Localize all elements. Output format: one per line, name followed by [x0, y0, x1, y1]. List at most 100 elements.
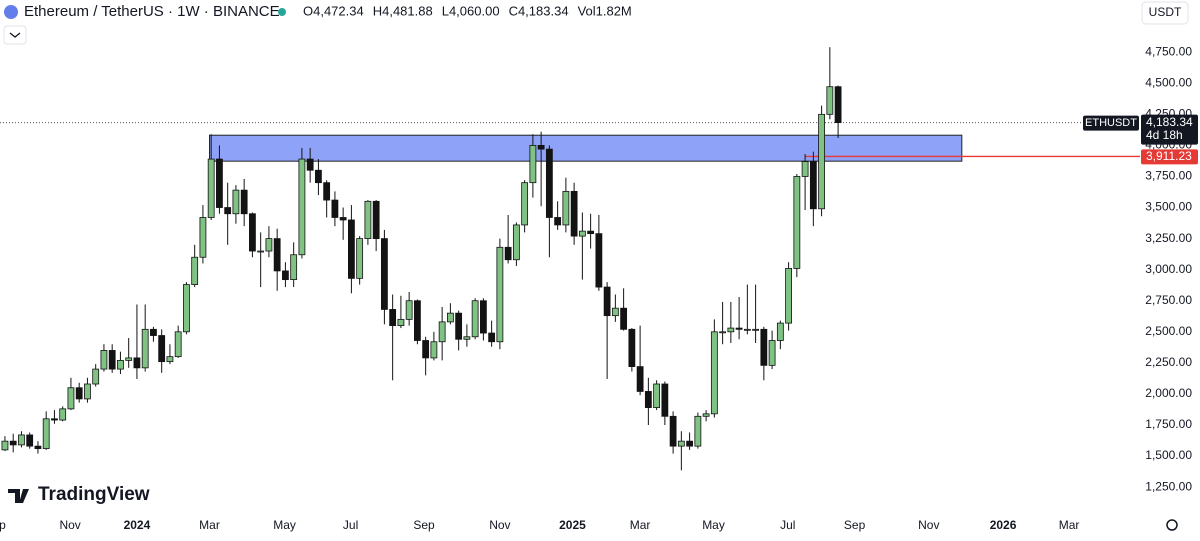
- y-tick-label: 3,000.00: [1145, 262, 1192, 276]
- x-tick-label: May: [273, 518, 296, 532]
- candle-body: [75, 387, 83, 400]
- candle-body: [504, 246, 512, 261]
- candle-body: [166, 356, 174, 363]
- candle-body: [628, 328, 636, 368]
- y-tick-label: 4,750.00: [1145, 44, 1192, 58]
- collapse-button[interactable]: [3, 25, 27, 45]
- candle-body: [133, 357, 141, 369]
- last-price-tag: 4,183.34: [1146, 115, 1193, 129]
- candle-body: [677, 440, 685, 447]
- candle-body: [479, 300, 487, 334]
- candle-body: [364, 200, 372, 240]
- candle-body: [372, 200, 380, 240]
- y-tick-label: 1,500.00: [1145, 448, 1192, 462]
- candle-body: [422, 340, 430, 359]
- ohlc-label: C4,183.34: [509, 3, 569, 18]
- x-tick-label: 2024: [124, 518, 151, 532]
- candle-body: [818, 113, 825, 210]
- candle-body: [34, 445, 42, 450]
- x-tick-label: Mar: [630, 518, 651, 532]
- x-tick-label: Jul: [343, 518, 358, 532]
- candle-body: [405, 300, 413, 320]
- candle-body: [265, 238, 273, 252]
- candle-body: [686, 440, 694, 447]
- candle-body: [141, 328, 149, 369]
- candle-body: [282, 270, 289, 281]
- candle-body: [710, 331, 718, 415]
- x-tick-label: Mar: [199, 518, 220, 532]
- candle-body: [224, 207, 232, 215]
- candle-body: [174, 331, 182, 358]
- candle-body: [249, 213, 256, 252]
- candle-body: [496, 246, 504, 343]
- candle-body: [471, 300, 479, 338]
- candle-body: [290, 254, 298, 281]
- candle-body: [537, 144, 545, 150]
- y-tick-label: 4,500.00: [1145, 75, 1192, 89]
- candle-body: [84, 383, 91, 400]
- x-tick-label: Jul: [780, 518, 795, 532]
- x-tick-label: Nov: [489, 518, 510, 532]
- candle-body: [760, 328, 768, 366]
- candle-body: [438, 321, 446, 343]
- candle-body: [183, 284, 190, 333]
- candle-body: [240, 189, 248, 215]
- candle-body: [669, 415, 677, 447]
- candle-body: [776, 322, 784, 341]
- settings-icon[interactable]: [1166, 519, 1178, 531]
- coin-icon: [4, 5, 18, 19]
- candle-body: [125, 357, 133, 361]
- candle-body: [446, 312, 454, 323]
- candle-body: [694, 415, 702, 447]
- x-tick-label: Mar: [1059, 518, 1080, 532]
- level-tag: 3,911.23: [1146, 149, 1192, 163]
- candle-body: [603, 286, 611, 317]
- last-price-tag-bg: [1141, 114, 1198, 145]
- candle-body: [562, 190, 570, 226]
- candle-body: [595, 233, 603, 288]
- y-tick-label: 2,250.00: [1145, 355, 1192, 369]
- candle-body: [67, 387, 75, 410]
- candle-body: [413, 300, 421, 341]
- candle-body: [611, 307, 619, 317]
- resistance-zone: [209, 134, 963, 162]
- candle-body: [463, 336, 471, 340]
- candle-body: [51, 418, 58, 421]
- candle-body: [743, 328, 751, 331]
- x-tick-label: p: [0, 518, 6, 532]
- ohlc-label: L4,060.00: [442, 3, 500, 18]
- x-tick-label: Sep: [413, 518, 435, 532]
- logo-mark: [8, 489, 29, 503]
- candle-body: [521, 182, 529, 226]
- candle-body: [719, 331, 727, 334]
- candle-body: [554, 217, 562, 226]
- currency-button[interactable]: [1141, 1, 1189, 25]
- y-tick-label: 2,500.00: [1145, 324, 1192, 338]
- watermark: TradingView: [38, 484, 150, 505]
- candle-body: [306, 158, 314, 171]
- candle-body: [216, 158, 223, 208]
- candle-body: [232, 189, 240, 215]
- candle-body: [620, 307, 628, 330]
- candle-body: [9, 440, 17, 446]
- chevron: [9, 32, 21, 38]
- candle-body: [578, 230, 586, 237]
- candle-body: [348, 219, 355, 279]
- candle-body: [644, 391, 652, 409]
- candle-body: [339, 217, 347, 221]
- x-tick-label: Nov: [59, 518, 80, 532]
- y-tick-label: 2,000.00: [1145, 386, 1192, 400]
- candle-body: [100, 350, 108, 370]
- candle-body: [42, 418, 50, 450]
- y-tick-label: 2,750.00: [1145, 293, 1192, 307]
- y-tick-label: 3,750.00: [1145, 169, 1192, 183]
- level-tag-bg: [1141, 149, 1198, 165]
- candle-body: [702, 413, 710, 417]
- x-tick-label: Sep: [844, 518, 866, 532]
- x-tick-label: May: [702, 518, 725, 532]
- candle-body: [785, 268, 792, 324]
- y-tick-label: 1,750.00: [1145, 417, 1192, 431]
- chart-title: Ethereum / TetherUS · 1W · BINANCE: [24, 3, 280, 20]
